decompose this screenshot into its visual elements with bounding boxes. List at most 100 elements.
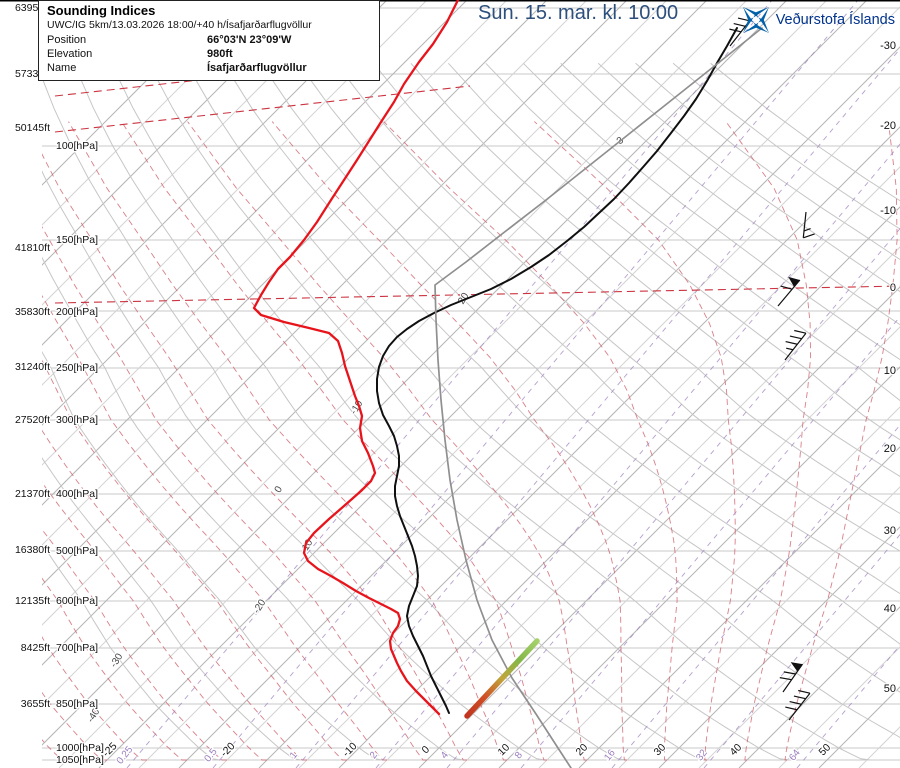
reference-trace: [434, 27, 763, 768]
moist-adiabat: [42, 577, 187, 761]
feet-label: 27520ft: [15, 414, 50, 426]
mixing-ratio-line: [703, 533, 900, 768]
elevation-label: Elevation: [47, 48, 93, 60]
hpa-label: 250[hPa]: [56, 362, 98, 374]
isotherm: [138, 6, 900, 768]
wind-barb: [785, 689, 811, 721]
red-dashed-line: [54, 85, 471, 133]
moist-adiabat: [68, 121, 507, 761]
bottom-temp-label: 30: [652, 741, 669, 758]
position-value: 66°03'N 23°09'W: [207, 34, 292, 46]
dry-adiabat: [110, 63, 790, 761]
isotherm: [42, 0, 308, 266]
isotherm: [42, 0, 508, 466]
info-row-position: Position 66°03'N 23°09'W: [47, 33, 371, 47]
vedurstofa-logo-icon: [742, 7, 769, 33]
moist-adiabat: [42, 294, 387, 761]
dry-adiabat: [560, 62, 900, 326]
info-row-elevation: Elevation 980ft: [47, 47, 371, 61]
right-temp-label: 0: [890, 282, 896, 294]
model-run-line: UWC/IG 5km/13.03.2026 18:00/+40 h/Ísafja…: [47, 19, 312, 31]
dry-adiabat: [672, 62, 900, 230]
moist-adiabat: [42, 153, 467, 761]
feet-label: 12135ft: [15, 595, 50, 607]
isotherm: [618, 486, 900, 768]
moist-adiabat: [42, 359, 347, 761]
dry-adiabat: [260, 63, 900, 645]
isotherm: [658, 526, 900, 768]
dry-adiabat: [223, 63, 900, 693]
right-temp-label: 40: [884, 603, 896, 615]
moist-adiabat: [42, 481, 267, 761]
bottom-temp-label: -20: [218, 740, 237, 759]
moist-adiabat: [271, 121, 627, 761]
dry-adiabat: [185, 63, 900, 738]
bottom-temp-label: 20: [574, 741, 591, 758]
isotherm: [578, 446, 900, 768]
isotherm: [178, 46, 900, 768]
feet-label: 3655ft: [21, 698, 50, 710]
feet-label: 31240ft: [15, 361, 50, 373]
isotherm: [42, 0, 588, 546]
dry-adiabat: [42, 256, 464, 761]
isotherm: [218, 86, 900, 768]
isotherm: [42, 0, 668, 626]
isotherm: [298, 166, 900, 768]
mixing-ratio-line: [212, 0, 859, 768]
isotherm: [698, 566, 900, 768]
dry-adiabat: [42, 350, 383, 761]
dry-adiabat: [42, 457, 302, 761]
temperature-trace: [376, 27, 738, 714]
axis-right-temp: -30 -20 -10 0 10 20 30 40 50: [879, 39, 897, 696]
right-temp-label: 30: [884, 525, 896, 537]
sounding-traces: [252, 0, 763, 768]
wind-barb: [784, 329, 807, 361]
right-temp-label: -20: [880, 120, 896, 132]
name-label: Name: [47, 62, 77, 74]
wind-barb: [802, 211, 815, 239]
dry-adiabat: [597, 62, 900, 293]
moist-adiabat: [383, 121, 678, 761]
bottom-temp-label: 10: [496, 741, 513, 758]
moist-adiabat: [42, 226, 427, 761]
isotherm: [98, 0, 868, 768]
isotherm: [42, 0, 268, 226]
dry-adiabat: [410, 62, 900, 477]
in-chart-labels: 320-100-10-20-30-40: [84, 134, 627, 726]
wind-barb: [777, 276, 801, 307]
dry-adiabat: [522, 62, 900, 361]
grid-label: -30: [108, 651, 125, 669]
isotherm: [42, 0, 428, 386]
mixing-ratio-line: [126, 0, 773, 768]
valid-datetime: Sun. 15. mar. kl. 10:00: [478, 2, 679, 24]
hpa-label: 200[hPa]: [56, 306, 98, 318]
dry-adiabat: [298, 63, 900, 595]
feet-label: 16380ft: [15, 544, 50, 556]
bottom-temp-label: -10: [340, 740, 359, 759]
vedurstofa-logo: Veðurstofa Íslands: [741, 5, 895, 35]
dry-adiabat: [448, 62, 900, 441]
wind-barb: [779, 662, 803, 693]
isotherm: [378, 246, 900, 768]
elevation-value: 980ft: [207, 48, 233, 60]
mixing-ratio-line: [796, 644, 900, 768]
mixing-ratio-line: [446, 228, 900, 768]
sounding-indices-box: Sounding Indices UWC/IG 5km/13.03.2026 1…: [38, 0, 380, 81]
moist-adiabat: [784, 121, 898, 761]
isotherm: [42, 0, 388, 346]
name-value: Ísafjarðarflugvöllur: [207, 62, 307, 74]
moist-adiabat: [42, 739, 67, 761]
parcel-energy-segment: [464, 638, 540, 719]
isotherm: [42, 0, 788, 746]
dry-adiabat: [373, 62, 900, 515]
isotherm: [42, 0, 348, 306]
feet-label: 21370ft: [15, 488, 50, 500]
feet-label: 41810ft: [15, 242, 50, 254]
mixing-ratio-lines: [126, 0, 900, 768]
dry-adiabat: [42, 170, 546, 761]
moist-adiabat: [42, 429, 307, 761]
isotherm: [58, 0, 828, 768]
